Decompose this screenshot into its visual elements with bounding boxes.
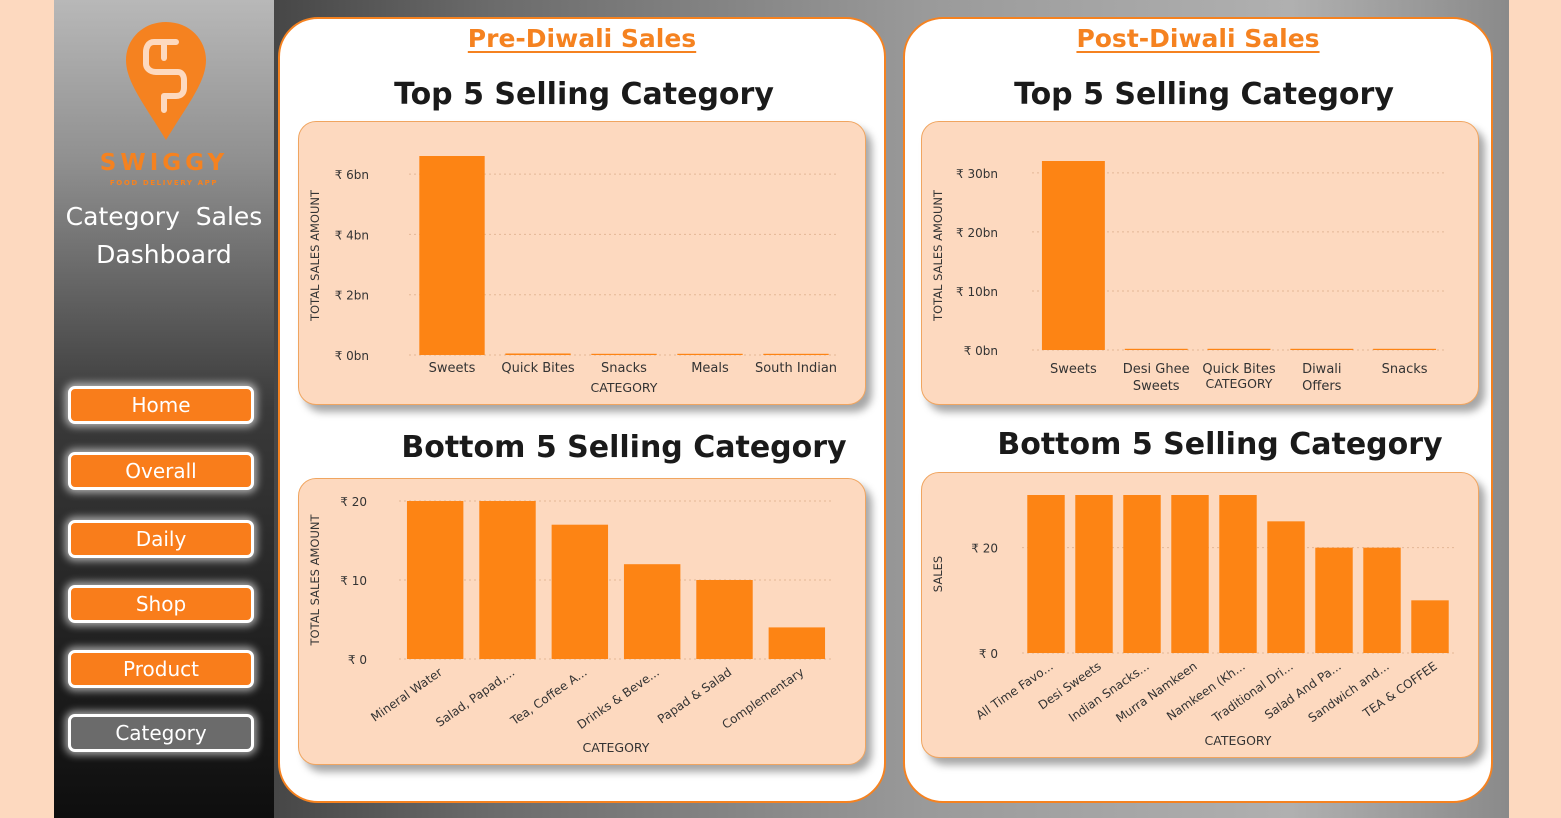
- x-tick-label: Murra Namkeen: [1113, 659, 1199, 725]
- y-tick-label: ₹ 0bn: [964, 344, 998, 358]
- bar[interactable]: [505, 353, 571, 355]
- x-tick-label: Snacks: [1382, 362, 1428, 377]
- x-tick-label: Desi Ghee: [1123, 362, 1190, 377]
- bar[interactable]: [551, 524, 609, 659]
- x-tick-label: Meals: [691, 361, 729, 376]
- y-tick-label: ₹ 0: [348, 653, 367, 667]
- dashboard-canvas: SWIGGY FOOD DELIVERY APP Category Sales …: [54, 0, 1509, 818]
- nav-shop-button[interactable]: Shop: [68, 585, 254, 623]
- dashboard-title-line1: Category Sales: [65, 202, 263, 231]
- bar[interactable]: [1267, 521, 1305, 653]
- pre-diwali-panel: Pre-Diwali Sales Top 5 Selling Category …: [278, 17, 886, 803]
- y-axis-label: TOTAL SALES AMOUNT: [931, 189, 945, 322]
- y-axis-label: SALES: [931, 556, 945, 592]
- y-tick-label: ₹ 10: [340, 574, 367, 588]
- x-tick-label: Sweets: [1133, 379, 1180, 394]
- post-bottom-title: Bottom 5 Selling Category: [997, 427, 1443, 462]
- bar[interactable]: [1315, 547, 1353, 653]
- bar[interactable]: [1411, 600, 1449, 653]
- x-tick-label: Offers: [1302, 379, 1342, 394]
- sidebar: SWIGGY FOOD DELIVERY APP Category Sales …: [54, 0, 274, 818]
- dashboard-title-line2: Dashboard: [96, 240, 232, 269]
- bar[interactable]: [1123, 495, 1161, 653]
- x-axis-label: CATEGORY: [1205, 733, 1272, 748]
- post-bottom-chart-card: ₹ 0 ₹ 20 SALES All Time Favo... Desi Sweets I…: [921, 472, 1479, 758]
- bar[interactable]: [1041, 161, 1105, 350]
- bar[interactable]: [591, 353, 657, 355]
- y-tick-label: ₹ 20bn: [956, 226, 998, 240]
- bar[interactable]: [419, 156, 485, 355]
- bar[interactable]: [1027, 495, 1065, 653]
- y-tick-label: ₹ 0bn: [335, 349, 369, 363]
- y-tick-label: ₹ 20: [971, 542, 998, 556]
- brand-name: SWIGGY: [99, 150, 229, 176]
- x-tick-label: Diwali: [1302, 362, 1341, 377]
- x-tick-label: Sweets: [429, 361, 476, 376]
- bar[interactable]: [763, 353, 829, 355]
- y-tick-label: ₹ 0: [979, 647, 998, 661]
- post-top-title: Top 5 Selling Category: [1014, 77, 1394, 112]
- bar[interactable]: [1290, 348, 1354, 350]
- pre-top-chart-card: ₹ 0bn ₹ 2bn ₹ 4bn ₹ 6bn TOTAL SALES AMOUNT Sw…: [298, 121, 866, 405]
- nav-overall-button[interactable]: Overall: [68, 452, 254, 490]
- brand-tagline: FOOD DELIVERY APP: [109, 179, 219, 187]
- bar[interactable]: [1171, 495, 1209, 653]
- bar[interactable]: [1219, 495, 1257, 653]
- x-tick-label: Mineral Water: [368, 665, 445, 724]
- nav-category-button[interactable]: Category: [68, 714, 254, 752]
- y-axis-label: TOTAL SALES AMOUNT: [308, 514, 322, 647]
- post-diwali-panel: Post-Diwali Sales Top 5 Selling Category…: [903, 17, 1493, 803]
- pre-diwali-heading: Pre-Diwali Sales: [467, 24, 697, 53]
- x-tick-label: Indian Snacks...: [1066, 659, 1152, 725]
- bar[interactable]: [623, 564, 681, 659]
- x-tick-label: Salad, Papad,...: [433, 665, 517, 730]
- nav-home-button[interactable]: Home: [68, 386, 254, 424]
- pre-top-chart: ₹ 0bn ₹ 2bn ₹ 4bn ₹ 6bn TOTAL SALES AMOUNT Sw…: [308, 156, 839, 395]
- y-axis-label: TOTAL SALES AMOUNT: [308, 189, 322, 322]
- bar[interactable]: [696, 580, 753, 659]
- post-diwali-heading: Post-Diwali Sales: [1076, 24, 1320, 53]
- nav-product-button[interactable]: Product: [68, 650, 254, 688]
- post-top-chart-card: ₹ 0bn ₹ 10bn ₹ 20bn ₹ 30bn TOTAL SALES AMOUN…: [921, 121, 1479, 405]
- x-tick-label: All Time Favo...: [973, 659, 1055, 722]
- x-axis-label: CATEGORY: [583, 740, 650, 755]
- bar[interactable]: [1207, 348, 1271, 350]
- pre-bottom-title: Bottom 5 Selling Category: [401, 430, 847, 465]
- y-tick-label: ₹ 20: [340, 495, 367, 509]
- pre-bottom-chart: ₹ 0 ₹ 10 ₹ 20 TOTAL SALES AMOUNT Mineral Wat…: [308, 495, 833, 755]
- x-tick-label: Papad & Salad: [655, 665, 734, 726]
- bar[interactable]: [406, 501, 464, 659]
- x-tick-label: Sweets: [1050, 362, 1097, 377]
- bar[interactable]: [768, 627, 826, 659]
- x-axis-label: CATEGORY: [591, 380, 658, 395]
- y-tick-label: ₹ 4bn: [335, 228, 369, 242]
- x-tick-label: Quick Bites: [501, 361, 575, 376]
- bar[interactable]: [1075, 495, 1113, 653]
- y-tick-label: ₹ 30bn: [956, 167, 998, 181]
- bar[interactable]: [479, 501, 536, 659]
- bar[interactable]: [677, 353, 743, 355]
- nav-daily-button[interactable]: Daily: [68, 520, 254, 558]
- post-top-chart: ₹ 0bn ₹ 10bn ₹ 20bn ₹ 30bn TOTAL SALES AMOUN…: [931, 161, 1446, 394]
- swiggy-logo-icon: [126, 22, 206, 140]
- y-tick-label: ₹ 10bn: [956, 285, 998, 299]
- x-tick-label: Snacks: [601, 361, 647, 376]
- x-tick-label: Quick Bites: [1202, 362, 1276, 377]
- x-tick-label: Traditional Dri...: [1209, 659, 1296, 726]
- x-axis-label: CATEGORY: [1206, 376, 1273, 391]
- bar[interactable]: [1363, 547, 1401, 653]
- dashboard-title: Category Sales Dashboard: [54, 198, 274, 274]
- pre-top-title: Top 5 Selling Category: [394, 77, 774, 112]
- pre-bottom-chart-card: ₹ 0 ₹ 10 ₹ 20 TOTAL SALES AMOUNT Mineral Wat…: [298, 478, 866, 765]
- x-tick-label: Sandwich and...: [1306, 659, 1392, 725]
- y-tick-label: ₹ 6bn: [335, 168, 369, 182]
- bar[interactable]: [1373, 348, 1437, 350]
- bar[interactable]: [1124, 348, 1188, 350]
- x-tick-label: South Indian: [755, 361, 837, 376]
- y-tick-label: ₹ 2bn: [335, 289, 369, 303]
